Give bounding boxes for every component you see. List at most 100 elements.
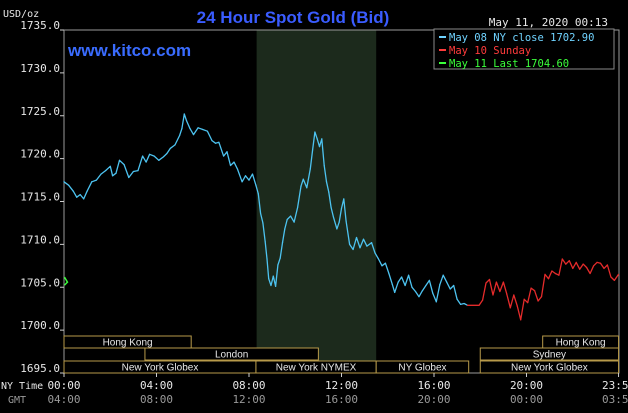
data-point <box>86 190 88 192</box>
session-label: Sydney <box>533 350 566 361</box>
data-point <box>459 303 462 305</box>
data-point <box>370 242 373 244</box>
data-point <box>340 207 343 209</box>
data-point <box>492 294 494 296</box>
data-point <box>547 278 550 280</box>
y-tick-label: 1715.0 <box>20 191 60 204</box>
data-point <box>388 272 390 275</box>
data-point <box>530 287 532 289</box>
x-tick-label-ny: 23:59 <box>602 379 628 392</box>
x-tick-label-ny: 08:00 <box>232 379 265 392</box>
data-point <box>293 221 295 223</box>
data-point <box>183 113 185 115</box>
data-point <box>91 181 93 183</box>
data-point <box>63 181 65 183</box>
data-point <box>279 257 281 259</box>
data-point <box>118 159 121 161</box>
data-point <box>336 228 338 230</box>
data-point <box>432 292 434 294</box>
data-point <box>281 242 284 244</box>
data-point <box>449 288 451 290</box>
data-point <box>418 296 420 298</box>
data-point <box>391 284 393 286</box>
data-point <box>137 170 139 172</box>
data-point <box>179 134 181 137</box>
data-point <box>561 258 563 260</box>
data-point <box>558 274 560 276</box>
data-point <box>211 140 213 142</box>
data-point <box>596 261 598 263</box>
data-point <box>109 165 111 167</box>
data-point <box>202 128 204 131</box>
data-point <box>407 274 410 276</box>
data-point <box>540 296 543 298</box>
data-point <box>332 216 335 218</box>
data-point <box>435 301 437 303</box>
data-point <box>481 299 484 301</box>
data-point <box>123 164 125 166</box>
data-point <box>262 222 264 224</box>
data-point <box>286 218 288 221</box>
data-point <box>394 291 396 293</box>
data-point <box>439 284 441 286</box>
data-point <box>274 285 277 287</box>
data-point <box>153 155 155 157</box>
session-bar <box>63 335 192 349</box>
x-tick-label-gmt: 16:00 <box>325 393 358 406</box>
data-point <box>115 172 117 174</box>
session-bar <box>479 347 620 361</box>
y-tick-label: 1700.0 <box>20 319 60 332</box>
x-tick-label-gmt: 20:00 <box>417 393 450 406</box>
x-tick-label-ny: 20:00 <box>510 379 543 392</box>
data-point <box>264 241 266 243</box>
data-point <box>268 278 270 280</box>
data-point <box>105 170 107 172</box>
data-point <box>174 144 176 146</box>
y-tick-label: 1720.0 <box>20 148 60 161</box>
data-point <box>572 267 574 269</box>
data-point <box>257 193 259 195</box>
data-point <box>613 279 615 281</box>
data-point <box>233 161 235 163</box>
series-line-1 <box>467 258 620 321</box>
data-point <box>421 290 424 292</box>
legend-entry: May 10 Sunday <box>449 45 531 57</box>
data-point <box>309 168 311 170</box>
data-point <box>197 127 199 129</box>
session-label: Hong Kong <box>103 338 153 349</box>
data-point <box>192 134 195 136</box>
data-point <box>222 155 225 157</box>
data-point <box>345 220 347 222</box>
data-point <box>527 302 529 304</box>
data-point <box>214 142 217 144</box>
data-point <box>272 275 274 277</box>
chart-title: 24 Hour Spot Gold (Bid) <box>197 8 390 27</box>
data-point <box>132 170 134 173</box>
data-point <box>453 284 455 287</box>
y-tick-label: 1725.0 <box>20 105 60 118</box>
data-point <box>255 184 257 186</box>
data-point <box>362 238 365 240</box>
data-point <box>142 155 144 157</box>
data-point <box>404 284 406 287</box>
data-point <box>236 168 239 170</box>
session-label: New York Globex <box>511 363 588 374</box>
data-point <box>352 248 354 251</box>
session-label: London <box>215 350 248 361</box>
legend-entry: May 11 Last 1704.60 <box>449 58 569 70</box>
data-point <box>323 164 325 167</box>
data-point <box>446 281 448 283</box>
x-tick-label-gmt: 00:00 <box>510 393 543 406</box>
data-point <box>185 120 188 122</box>
data-point <box>582 263 584 265</box>
y-tick-label: 1730.0 <box>20 62 60 75</box>
data-point <box>544 273 546 275</box>
data-point <box>384 262 387 264</box>
data-point <box>592 265 595 267</box>
data-point <box>296 206 299 209</box>
x-tick-label-gmt: 08:00 <box>140 393 173 406</box>
session-label: Hong Kong <box>556 338 606 349</box>
date-stamp: May 11, 2020 00:13 <box>489 16 608 29</box>
data-point <box>499 290 501 293</box>
